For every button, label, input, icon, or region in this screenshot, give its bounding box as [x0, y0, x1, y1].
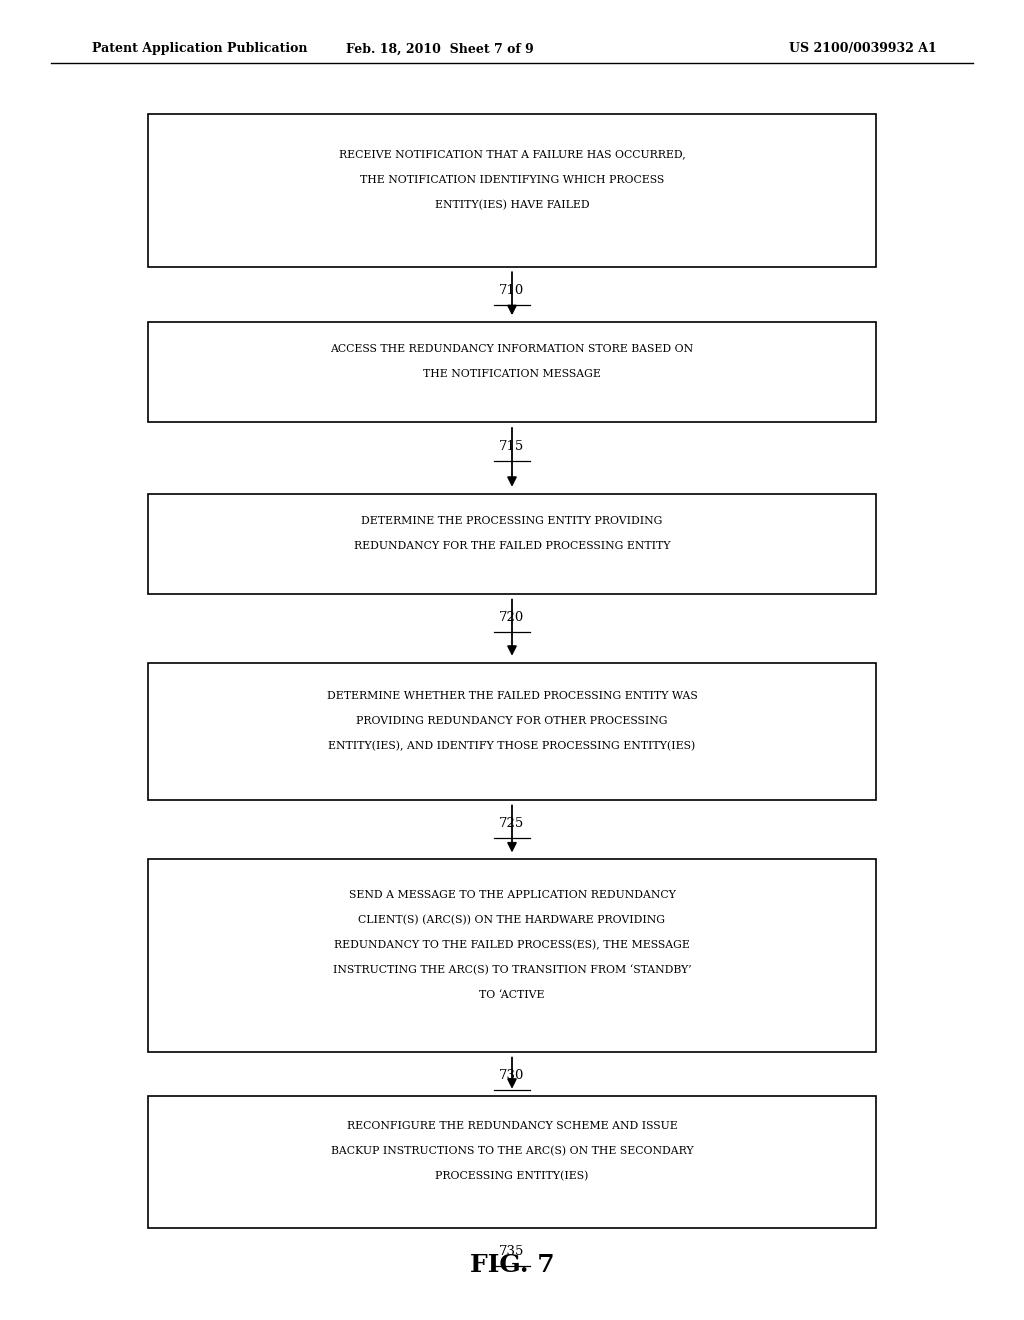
Text: REDUNDANCY TO THE FAILED PROCESS(ES), THE MESSAGE: REDUNDANCY TO THE FAILED PROCESS(ES), TH…	[334, 940, 690, 950]
Text: ENTITY(IES) HAVE FAILED: ENTITY(IES) HAVE FAILED	[434, 199, 590, 210]
FancyBboxPatch shape	[148, 859, 876, 1052]
FancyBboxPatch shape	[148, 114, 876, 267]
Text: 710: 710	[500, 284, 524, 297]
Text: ACCESS THE REDUNDANCY INFORMATION STORE BASED ON: ACCESS THE REDUNDANCY INFORMATION STORE …	[331, 345, 693, 354]
Text: PROCESSING ENTITY(IES): PROCESSING ENTITY(IES)	[435, 1171, 589, 1181]
Text: CLIENT(S) (ARC(S)) ON THE HARDWARE PROVIDING: CLIENT(S) (ARC(S)) ON THE HARDWARE PROVI…	[358, 915, 666, 925]
Text: REDUNDANCY FOR THE FAILED PROCESSING ENTITY: REDUNDANCY FOR THE FAILED PROCESSING ENT…	[353, 541, 671, 550]
FancyBboxPatch shape	[148, 663, 876, 800]
Text: BACKUP INSTRUCTIONS TO THE ARC(S) ON THE SECONDARY: BACKUP INSTRUCTIONS TO THE ARC(S) ON THE…	[331, 1146, 693, 1156]
Text: Patent Application Publication: Patent Application Publication	[92, 42, 307, 55]
Text: SEND A MESSAGE TO THE APPLICATION REDUNDANCY: SEND A MESSAGE TO THE APPLICATION REDUND…	[348, 890, 676, 900]
Text: US 2100/0039932 A1: US 2100/0039932 A1	[790, 42, 937, 55]
Text: RECONFIGURE THE REDUNDANCY SCHEME AND ISSUE: RECONFIGURE THE REDUNDANCY SCHEME AND IS…	[347, 1121, 677, 1131]
Text: DETERMINE WHETHER THE FAILED PROCESSING ENTITY WAS: DETERMINE WHETHER THE FAILED PROCESSING …	[327, 690, 697, 701]
FancyBboxPatch shape	[148, 322, 876, 422]
Text: ENTITY(IES), AND IDENTIFY THOSE PROCESSING ENTITY(IES): ENTITY(IES), AND IDENTIFY THOSE PROCESSI…	[329, 741, 695, 751]
Text: 730: 730	[500, 1069, 524, 1082]
Text: TO ‘ACTIVE: TO ‘ACTIVE	[479, 990, 545, 1001]
Text: INSTRUCTING THE ARC(S) TO TRANSITION FROM ‘STANDBY’: INSTRUCTING THE ARC(S) TO TRANSITION FRO…	[333, 965, 691, 975]
Text: DETERMINE THE PROCESSING ENTITY PROVIDING: DETERMINE THE PROCESSING ENTITY PROVIDIN…	[361, 516, 663, 525]
Text: 715: 715	[500, 440, 524, 453]
Text: 720: 720	[500, 611, 524, 624]
Text: 725: 725	[500, 817, 524, 830]
Text: 735: 735	[500, 1245, 524, 1258]
Text: RECEIVE NOTIFICATION THAT A FAILURE HAS OCCURRED,: RECEIVE NOTIFICATION THAT A FAILURE HAS …	[339, 149, 685, 160]
Text: Feb. 18, 2010  Sheet 7 of 9: Feb. 18, 2010 Sheet 7 of 9	[346, 42, 535, 55]
Text: THE NOTIFICATION MESSAGE: THE NOTIFICATION MESSAGE	[423, 370, 601, 379]
FancyBboxPatch shape	[148, 1096, 876, 1228]
Text: PROVIDING REDUNDANCY FOR OTHER PROCESSING: PROVIDING REDUNDANCY FOR OTHER PROCESSIN…	[356, 715, 668, 726]
FancyBboxPatch shape	[148, 494, 876, 594]
Text: FIG. 7: FIG. 7	[470, 1253, 554, 1276]
Text: THE NOTIFICATION IDENTIFYING WHICH PROCESS: THE NOTIFICATION IDENTIFYING WHICH PROCE…	[359, 174, 665, 185]
